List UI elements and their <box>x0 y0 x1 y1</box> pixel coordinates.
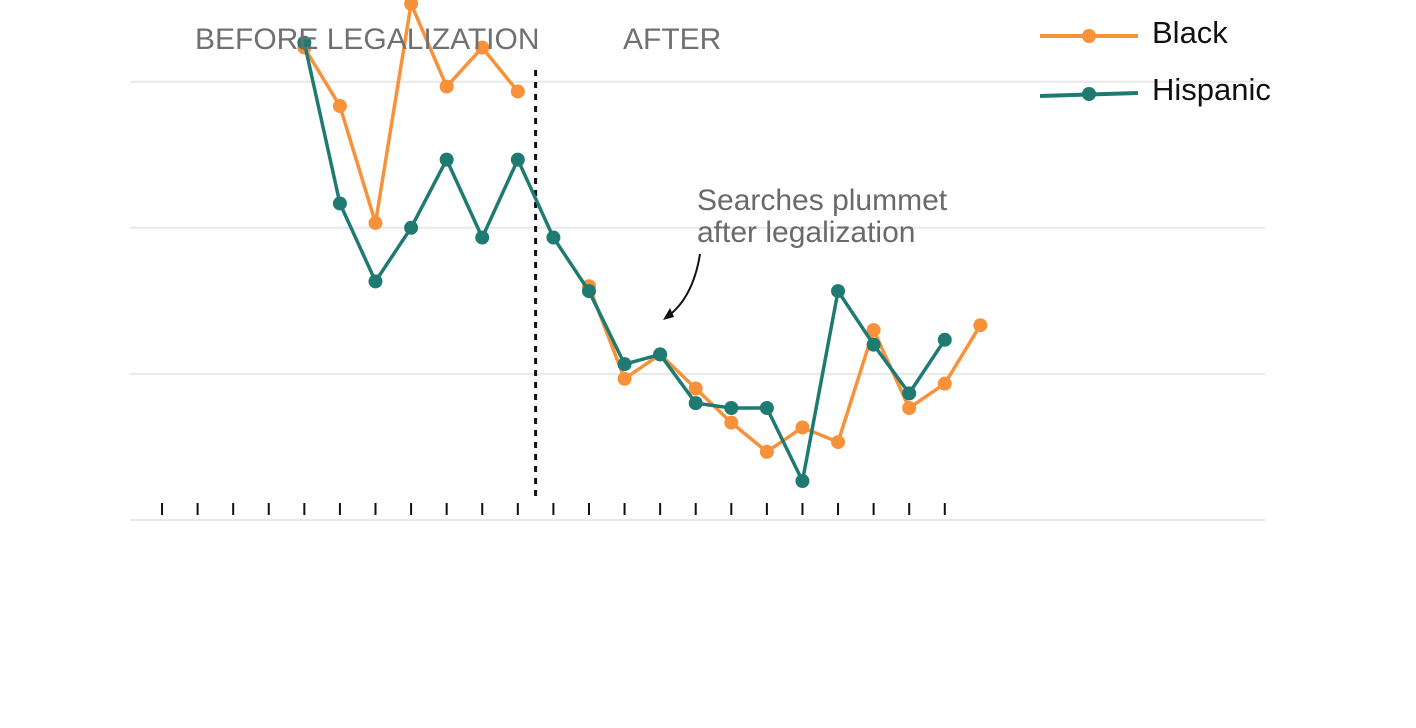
legend-item-black: Black <box>1040 15 1228 50</box>
data-point-hispanic-16 <box>831 284 846 299</box>
data-point-black-5 <box>439 79 454 94</box>
data-point-hispanic-12 <box>688 396 703 411</box>
series-line-hispanic <box>302 42 947 483</box>
series-layer <box>297 0 988 489</box>
data-point-hispanic-8 <box>546 230 561 245</box>
data-point-hispanic-3 <box>368 274 383 289</box>
period-label-before: BEFORE LEGALIZATION <box>195 23 540 56</box>
data-point-black-6 <box>475 40 490 55</box>
data-point-hispanic-19 <box>937 332 952 347</box>
data-point-hispanic-10 <box>617 357 632 372</box>
legend-item-hispanic: Hispanic <box>1039 72 1271 107</box>
data-point-black-3 <box>368 215 383 230</box>
data-point-hispanic-1 <box>297 35 312 50</box>
data-point-hispanic-9 <box>581 284 596 299</box>
annotation-line-1: Searches plummet <box>697 184 948 217</box>
data-point-black-15 <box>795 420 810 435</box>
data-point-hispanic-13 <box>724 400 739 415</box>
data-point-hispanic-11 <box>653 347 668 362</box>
data-point-hispanic-7 <box>510 152 525 167</box>
data-point-black-10 <box>617 371 632 386</box>
legend-marker-hispanic <box>1082 87 1096 101</box>
data-point-hispanic-14 <box>759 400 774 415</box>
gridlines <box>130 80 1265 521</box>
series-hispanic <box>297 35 952 489</box>
legend: Black Hispanic <box>1039 15 1271 107</box>
data-point-black-19 <box>937 376 952 391</box>
data-point-hispanic-18 <box>902 386 917 401</box>
data-point-black-18 <box>902 400 917 415</box>
annotation-arrowhead <box>663 308 674 320</box>
data-point-black-14 <box>759 444 774 459</box>
data-point-hispanic-5 <box>439 152 454 167</box>
legend-label-black: Black <box>1152 15 1228 50</box>
data-point-hispanic-6 <box>475 230 490 245</box>
data-point-black-16 <box>831 435 846 450</box>
data-point-black-2 <box>332 99 347 114</box>
series-black <box>297 0 988 459</box>
data-point-hispanic-15 <box>795 474 810 489</box>
period-label-after: AFTER <box>623 23 721 56</box>
annotation-arrow <box>666 253 701 318</box>
data-point-hispanic-2 <box>332 196 347 211</box>
annotation-line-2: after legalization <box>697 216 915 249</box>
data-point-black-20 <box>973 318 988 333</box>
legend-label-hispanic: Hispanic <box>1152 72 1271 107</box>
data-point-black-4 <box>404 0 419 11</box>
data-point-black-17 <box>866 323 881 338</box>
data-point-black-13 <box>724 415 739 430</box>
data-point-black-12 <box>688 381 703 396</box>
x-axis-ticks <box>161 503 946 515</box>
annotation: Searches plummet after legalization <box>663 184 948 320</box>
data-point-black-7 <box>510 84 525 99</box>
data-point-hispanic-4 <box>404 220 419 235</box>
data-point-hispanic-17 <box>866 337 881 352</box>
legend-marker-black <box>1082 29 1096 43</box>
